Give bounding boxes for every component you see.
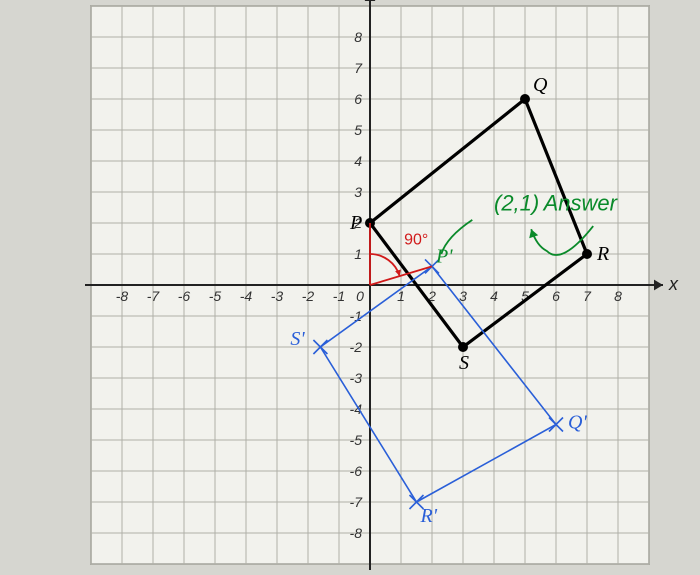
svg-text:-7: -7 — [350, 494, 364, 510]
svg-text:1: 1 — [354, 246, 362, 262]
svg-text:8: 8 — [614, 288, 622, 304]
label-q: Q — [533, 74, 548, 96]
svg-text:-8: -8 — [350, 525, 363, 541]
svg-text:-2: -2 — [302, 288, 315, 304]
annotation-answer: Answer — [542, 191, 619, 216]
label-p: P — [349, 212, 362, 234]
svg-text:7: 7 — [583, 288, 592, 304]
svg-text:-7: -7 — [147, 288, 161, 304]
coordinate-grid-figure: xy-8-7-6-5-4-3-2-112345678-8-7-6-5-4-3-2… — [0, 0, 700, 575]
svg-text:-5: -5 — [209, 288, 222, 304]
svg-text:-4: -4 — [240, 288, 253, 304]
label-qp: Q' — [568, 412, 587, 434]
origin-label: 0 — [356, 288, 364, 304]
svg-text:-6: -6 — [178, 288, 191, 304]
svg-text:7: 7 — [354, 60, 363, 76]
svg-text:-6: -6 — [350, 463, 363, 479]
label-rp: R' — [420, 505, 438, 527]
svg-text:-2: -2 — [350, 339, 363, 355]
svg-text:8: 8 — [354, 29, 362, 45]
vertex-r — [582, 249, 592, 259]
svg-text:-8: -8 — [116, 288, 129, 304]
svg-text:-3: -3 — [350, 370, 363, 386]
label-sp: S' — [290, 328, 305, 350]
svg-text:5: 5 — [354, 122, 362, 138]
svg-text:-3: -3 — [271, 288, 284, 304]
label-s: S — [459, 352, 469, 374]
svg-text:6: 6 — [354, 91, 362, 107]
svg-text:4: 4 — [490, 288, 498, 304]
x-axis-label: x — [668, 274, 679, 294]
vertex-s — [458, 342, 468, 352]
svg-text:-5: -5 — [350, 432, 363, 448]
svg-text:-1: -1 — [333, 288, 345, 304]
svg-text:4: 4 — [354, 153, 362, 169]
svg-text:3: 3 — [354, 184, 362, 200]
annotation-coord: (2,1) — [494, 191, 539, 216]
angle-label: 90° — [404, 232, 428, 249]
label-r: R — [596, 243, 609, 265]
svg-text:6: 6 — [552, 288, 560, 304]
vertex-q — [520, 94, 530, 104]
